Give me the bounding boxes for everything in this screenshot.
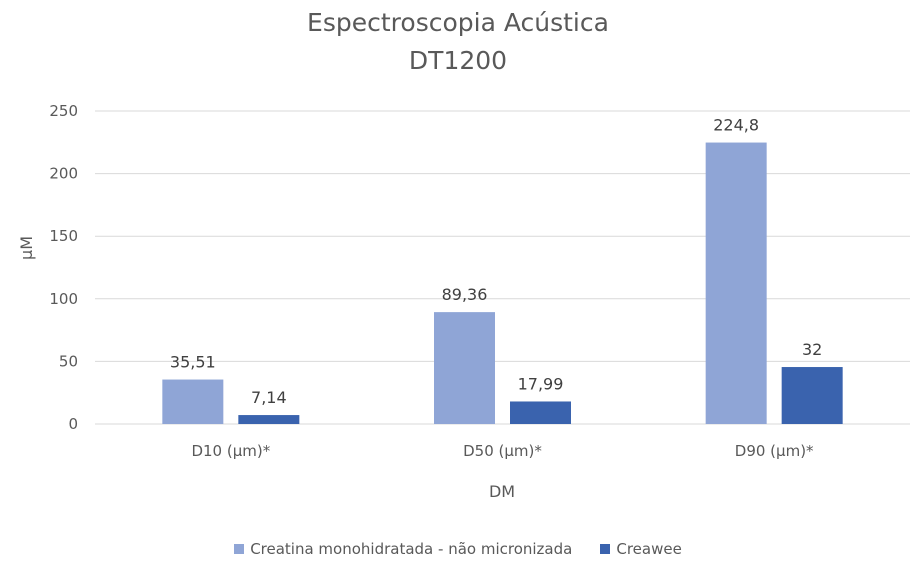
y-tick-label: 100 — [49, 290, 78, 308]
bar — [238, 415, 300, 424]
legend-item: Creatina monohidratada - não micronizada — [234, 540, 572, 558]
data-label: 35,51 — [170, 353, 216, 372]
bars — [162, 142, 843, 424]
y-tick-label: 150 — [49, 227, 78, 245]
y-tick-label: 200 — [49, 165, 78, 183]
chart-subtitle: DT1200 — [408, 46, 508, 75]
y-tick-labels: 0 50 100 150 200 250 — [49, 102, 78, 433]
data-label: 224,8 — [713, 116, 759, 135]
legend-swatch — [234, 544, 245, 554]
gridlines — [95, 110, 910, 425]
bar-chart: 0 50 100 150 200 250 35,51 7,14 89,36 17,99 224,8… — [17, 102, 910, 501]
x-tick-labels: D10 (µm)* D50 (µm)* D90 (µm)* — [191, 442, 814, 460]
bar — [162, 379, 224, 424]
chart-title: Espectroscopia Acústica — [307, 8, 609, 37]
x-axis-title: DM — [489, 482, 515, 501]
legend-swatch — [600, 544, 611, 554]
data-label: 32 — [802, 340, 822, 359]
legend-item: Creawee — [600, 540, 682, 558]
legend-label: Creawee — [616, 540, 682, 558]
y-axis-title: µM — [17, 236, 36, 260]
bar — [705, 142, 767, 424]
legend-label: Creatina monohidratada - não micronizada — [250, 540, 573, 558]
y-tick-label: 250 — [49, 102, 78, 120]
data-label: 7,14 — [251, 388, 287, 407]
x-tick-label: D90 (µm)* — [735, 442, 814, 460]
x-tick-label: D50 (µm)* — [463, 442, 542, 460]
bar — [781, 367, 843, 424]
y-tick-label: 50 — [59, 352, 78, 370]
data-label: 89,36 — [442, 285, 488, 304]
data-label: 17,99 — [518, 374, 564, 393]
x-tick-label: D10 (µm)* — [191, 442, 270, 460]
legend: Creatina monohidratada - não micronizada… — [0, 540, 916, 558]
y-tick-label: 0 — [68, 415, 78, 433]
bar — [510, 401, 571, 424]
data-labels: 35,51 7,14 89,36 17,99 224,8 32 — [170, 116, 822, 408]
bar — [434, 312, 495, 424]
